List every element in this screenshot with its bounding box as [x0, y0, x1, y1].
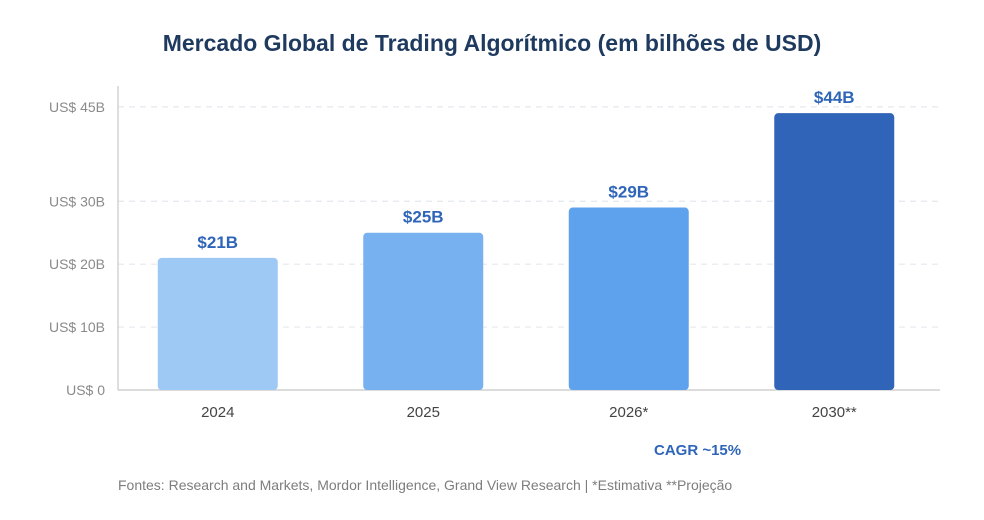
- y-tick-label: US$ 0: [66, 382, 105, 398]
- y-tick-labels: US$ 0 US$ 10B US$ 20B US$ 30B US$ 45B: [49, 99, 105, 398]
- y-tick-label: US$ 30B: [49, 193, 105, 209]
- y-tick-label: US$ 20B: [49, 256, 105, 272]
- x-tick-label: 2030**: [812, 404, 857, 421]
- y-tick-label: US$ 45B: [49, 99, 105, 115]
- x-tick-label: 2025: [407, 404, 440, 421]
- x-tick-labels: 2024 2025 2026* 2030**: [201, 404, 857, 421]
- source-note: Fontes: Research and Markets, Mordor Int…: [118, 477, 733, 493]
- cagr-annotation: CAGR ~15%: [654, 442, 742, 459]
- value-label: $29B: [608, 183, 649, 202]
- bar-2030: [774, 113, 895, 391]
- bar-2024: [157, 257, 278, 390]
- value-labels: $21B $25B $29B $44B: [197, 88, 854, 252]
- value-label: $44B: [814, 88, 855, 107]
- x-tick-label: 2024: [201, 404, 234, 421]
- bars: [157, 113, 895, 391]
- x-tick-label: 2026*: [609, 404, 648, 421]
- chart-title: Mercado Global de Trading Algorítmico (e…: [162, 30, 822, 56]
- value-label: $21B: [197, 233, 238, 252]
- bar-2026: [568, 207, 689, 390]
- y-tick-label: US$ 10B: [49, 319, 105, 335]
- value-label: $25B: [403, 208, 444, 227]
- bar-2025: [363, 232, 484, 390]
